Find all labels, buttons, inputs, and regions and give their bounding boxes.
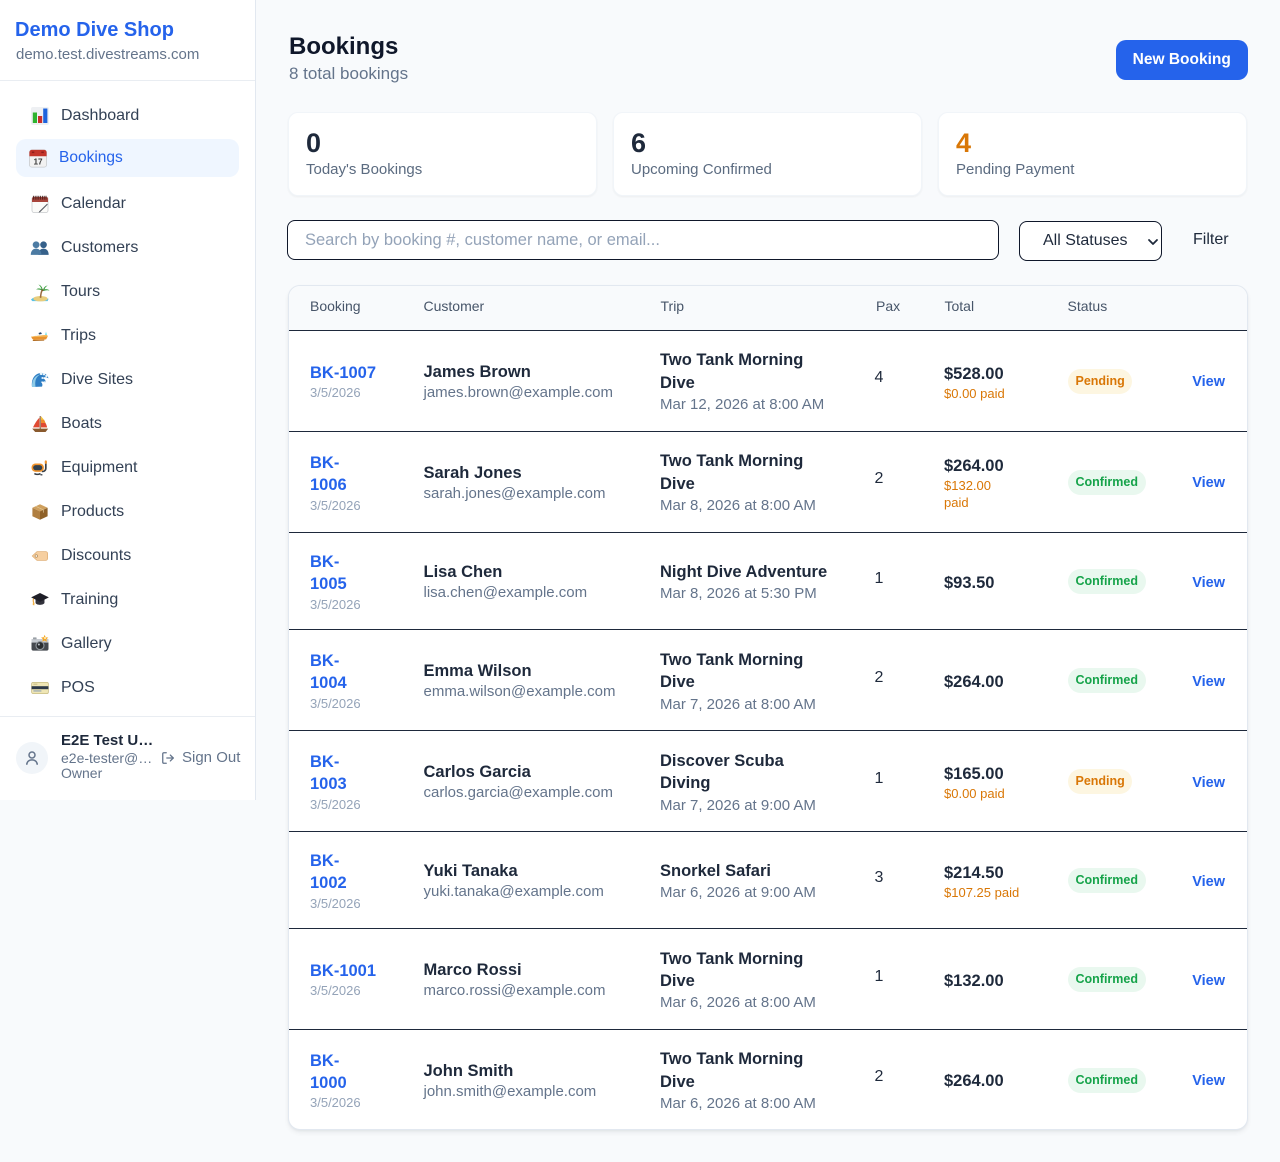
svg-text:17: 17 — [33, 157, 43, 166]
